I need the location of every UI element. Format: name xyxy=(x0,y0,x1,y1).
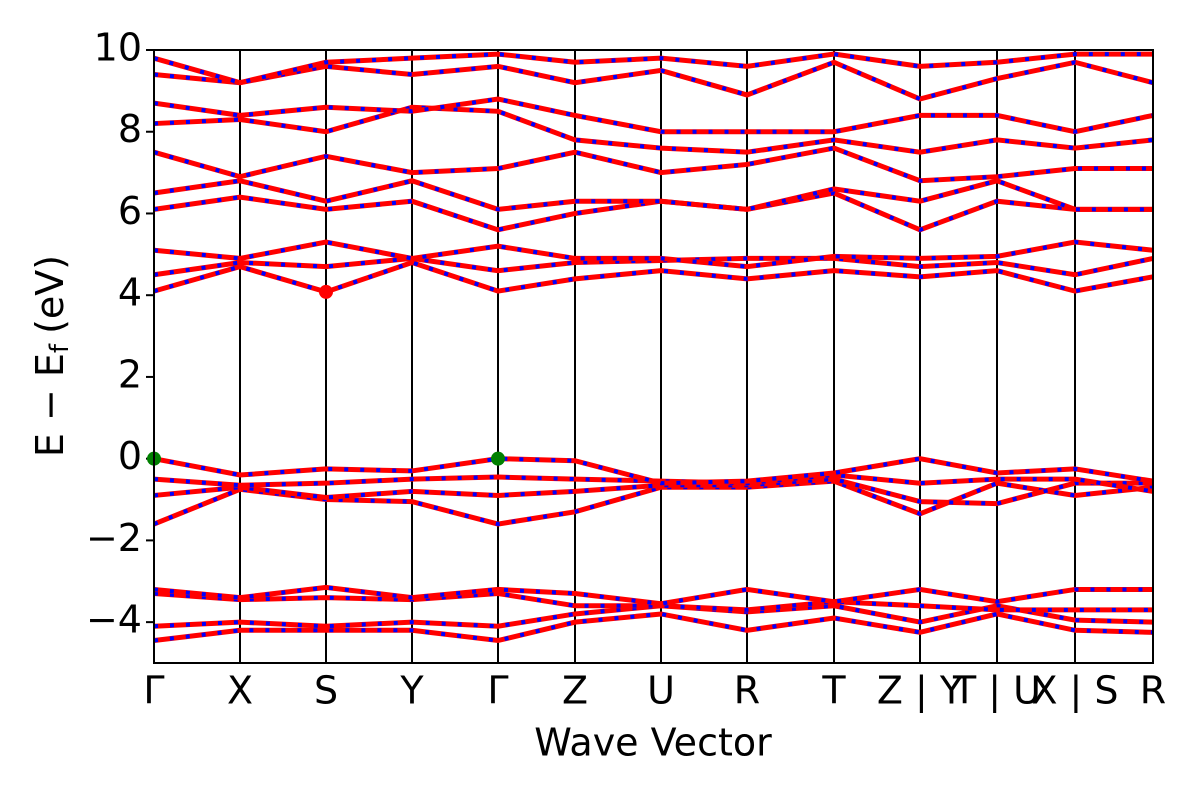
band-line xyxy=(153,190,1153,233)
x-tick-label: Z | Y xyxy=(877,669,964,714)
x-tick-label: Γ xyxy=(143,669,164,713)
x-tick-label: X xyxy=(227,669,253,713)
x-tick-label: T xyxy=(821,669,846,713)
band-dash xyxy=(153,603,1154,629)
y-tick-label: 0 xyxy=(118,434,142,478)
band-dash xyxy=(153,456,1154,486)
extremum-marker xyxy=(491,451,505,466)
y-label-main: E − E xyxy=(28,353,72,457)
x-tick-label: R xyxy=(734,669,760,713)
x-tick-label: S xyxy=(314,669,338,713)
y-axis-label: E − Ef (eV) xyxy=(28,255,75,457)
y-tick-label: 6 xyxy=(118,189,142,233)
x-axis-label: Wave Vector xyxy=(534,721,772,765)
band-line xyxy=(153,104,1154,155)
plot-frame xyxy=(153,49,1154,664)
band-dash xyxy=(153,60,1154,102)
x-tick-label: Γ xyxy=(487,669,508,713)
x-tick-label: R xyxy=(1140,669,1166,713)
band-dash xyxy=(153,97,1154,134)
y-tick-label: −4 xyxy=(86,598,142,642)
band-dash xyxy=(153,190,1153,232)
y-label-unit: (eV) xyxy=(28,255,72,334)
band-dash xyxy=(153,240,1154,269)
band-dash xyxy=(153,52,1153,85)
band-line xyxy=(153,145,1153,184)
band-dash xyxy=(153,585,1153,606)
x-tick-label: U xyxy=(647,669,675,713)
band-dash xyxy=(153,146,1153,183)
x-tick-label: X | S xyxy=(1031,669,1118,714)
x-tick-label: T | U xyxy=(952,669,1041,714)
y-tick-label: 10 xyxy=(94,26,142,70)
y-tick-label: 4 xyxy=(118,271,142,315)
x-tick-label: Y xyxy=(399,669,424,713)
band-line xyxy=(153,611,1154,644)
x-tick-label: Z xyxy=(562,669,588,713)
y-tick-label: 8 xyxy=(118,107,142,151)
y-tick-label: −2 xyxy=(86,516,142,560)
y-label-sub: f xyxy=(45,343,75,353)
band-line xyxy=(153,178,1153,212)
band-line xyxy=(153,584,1153,607)
y-tick-label: 2 xyxy=(118,352,142,396)
extremum-marker xyxy=(319,284,333,299)
